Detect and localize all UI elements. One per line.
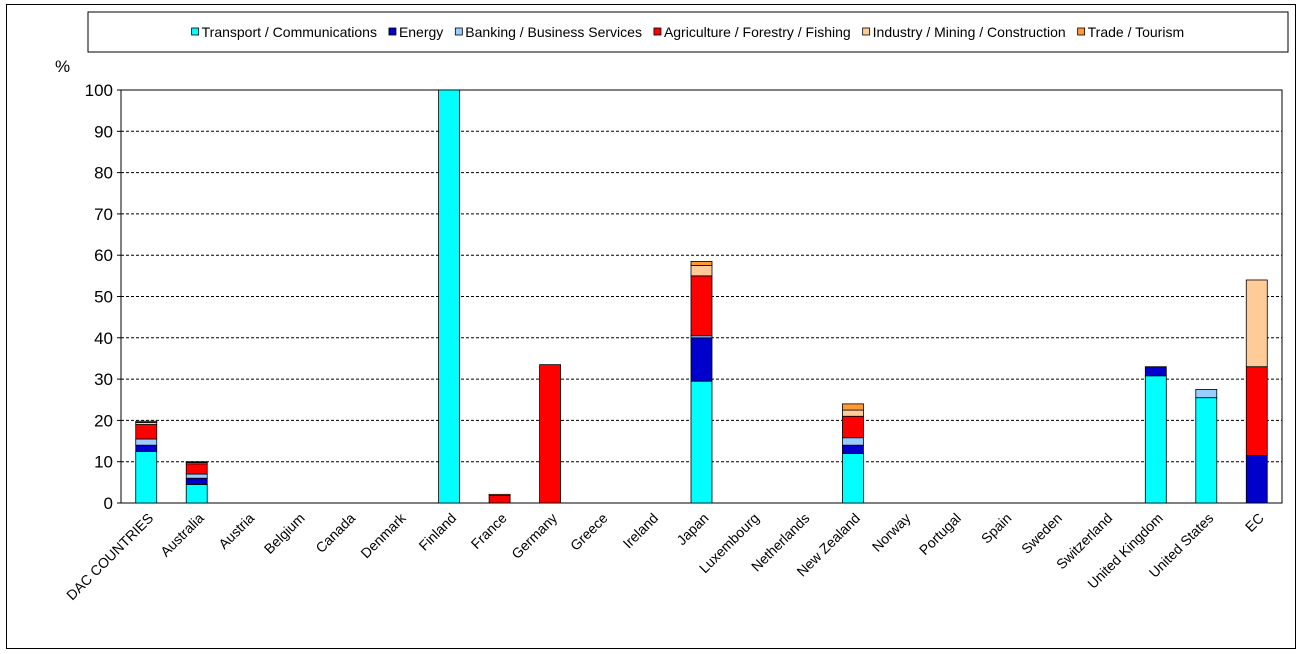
x-category-label: Germany: [508, 510, 560, 562]
bar-segment: [135, 420, 158, 423]
y-tick-label: 10: [94, 453, 113, 472]
legend-label: Trade / Tourism: [1088, 24, 1184, 40]
x-category-label: Norway: [869, 510, 914, 555]
bar-segment: [690, 265, 713, 277]
bars: [135, 89, 1268, 504]
bar-segment: [842, 415, 864, 439]
x-category-label: Finland: [415, 510, 459, 554]
y-tick-label: 30: [94, 370, 113, 389]
x-category-label: Belgium: [261, 510, 308, 557]
bar-segment: [1245, 455, 1268, 504]
x-category-label: Canada: [312, 510, 358, 556]
bar-segment: [539, 364, 561, 504]
legend-label: Industry / Mining / Construction: [873, 24, 1066, 40]
bar-segment: [690, 260, 713, 266]
bar-segment: [690, 275, 713, 337]
bar-segment: [438, 89, 461, 504]
y-axis-ticks: 0 10 20 30 40 50 60 70 80 90 100: [85, 81, 121, 513]
bar-segment: [1144, 366, 1167, 377]
x-category-label: Denmark: [357, 509, 409, 561]
legend-label: Energy: [399, 24, 443, 40]
x-axis-labels: DAC COUNTRIES Australia Austria Belgium Cana…: [63, 509, 1267, 603]
bar-segment: [1195, 397, 1218, 504]
legend-label: Agriculture / Forestry / Fishing: [664, 24, 851, 40]
legend: Transport / Communications Energy Banking …: [191, 24, 1184, 40]
bar-segment: [1245, 279, 1268, 368]
x-category-label: France: [468, 510, 510, 552]
bar-segment: [842, 403, 864, 411]
y-tick-label: 40: [94, 329, 113, 348]
legend-swatch: [388, 27, 397, 36]
x-category-label: Austria: [215, 510, 257, 552]
bar-segment: [185, 473, 208, 479]
bar-segment: [1144, 375, 1167, 504]
bar-segment: [690, 380, 713, 504]
legend-swatch: [191, 27, 200, 36]
x-category-label: Japan: [673, 510, 711, 548]
bar-segment: [135, 424, 158, 440]
x-category-label: Sweden: [1018, 510, 1065, 557]
bar-segment: [185, 484, 208, 504]
bar-segment: [842, 437, 864, 446]
x-category-label: EC: [1242, 510, 1267, 535]
x-category-label: Greece: [567, 510, 611, 554]
x-category-label: DAC COUNTRIES: [63, 510, 156, 603]
bar-segment: [135, 438, 158, 446]
bar-segment: [488, 495, 511, 504]
y-tick-label: 0: [104, 494, 113, 513]
legend-swatch: [653, 27, 662, 36]
x-category-label: Spain: [978, 510, 1015, 547]
y-tick-label: 60: [94, 246, 113, 265]
bar-segment: [185, 463, 208, 475]
legend-swatch: [454, 27, 463, 36]
bar-segment: [135, 444, 158, 452]
y-tick-label: 100: [85, 81, 113, 100]
bar-segment: [690, 337, 713, 382]
legend-label: Transport / Communications: [202, 24, 377, 40]
y-tick-label: 70: [94, 205, 113, 224]
y-tick-label: 50: [94, 288, 113, 307]
legend-swatch: [1077, 27, 1086, 36]
bar-segment: [185, 461, 208, 463]
bar-segment: [488, 493, 511, 496]
bar-segment: [842, 453, 864, 504]
legend-swatch: [862, 27, 871, 36]
bar-segment: [1195, 389, 1218, 399]
x-category-label: Ireland: [620, 510, 662, 552]
bar-segment: [1245, 366, 1268, 456]
y-tick-label: 20: [94, 411, 113, 430]
legend-label: Banking / Business Services: [465, 24, 642, 40]
y-axis-unit-label: %: [55, 57, 70, 76]
x-category-label: Portugal: [916, 510, 964, 558]
bar-segment: [842, 444, 864, 454]
legend-box: [87, 11, 1289, 53]
bar-segment: [842, 409, 864, 417]
bar-segment: [185, 477, 208, 485]
y-tick-label: 80: [94, 164, 113, 183]
y-tick-label: 90: [94, 122, 113, 141]
x-category-label: Australia: [157, 510, 207, 560]
bar-segment: [135, 450, 158, 504]
